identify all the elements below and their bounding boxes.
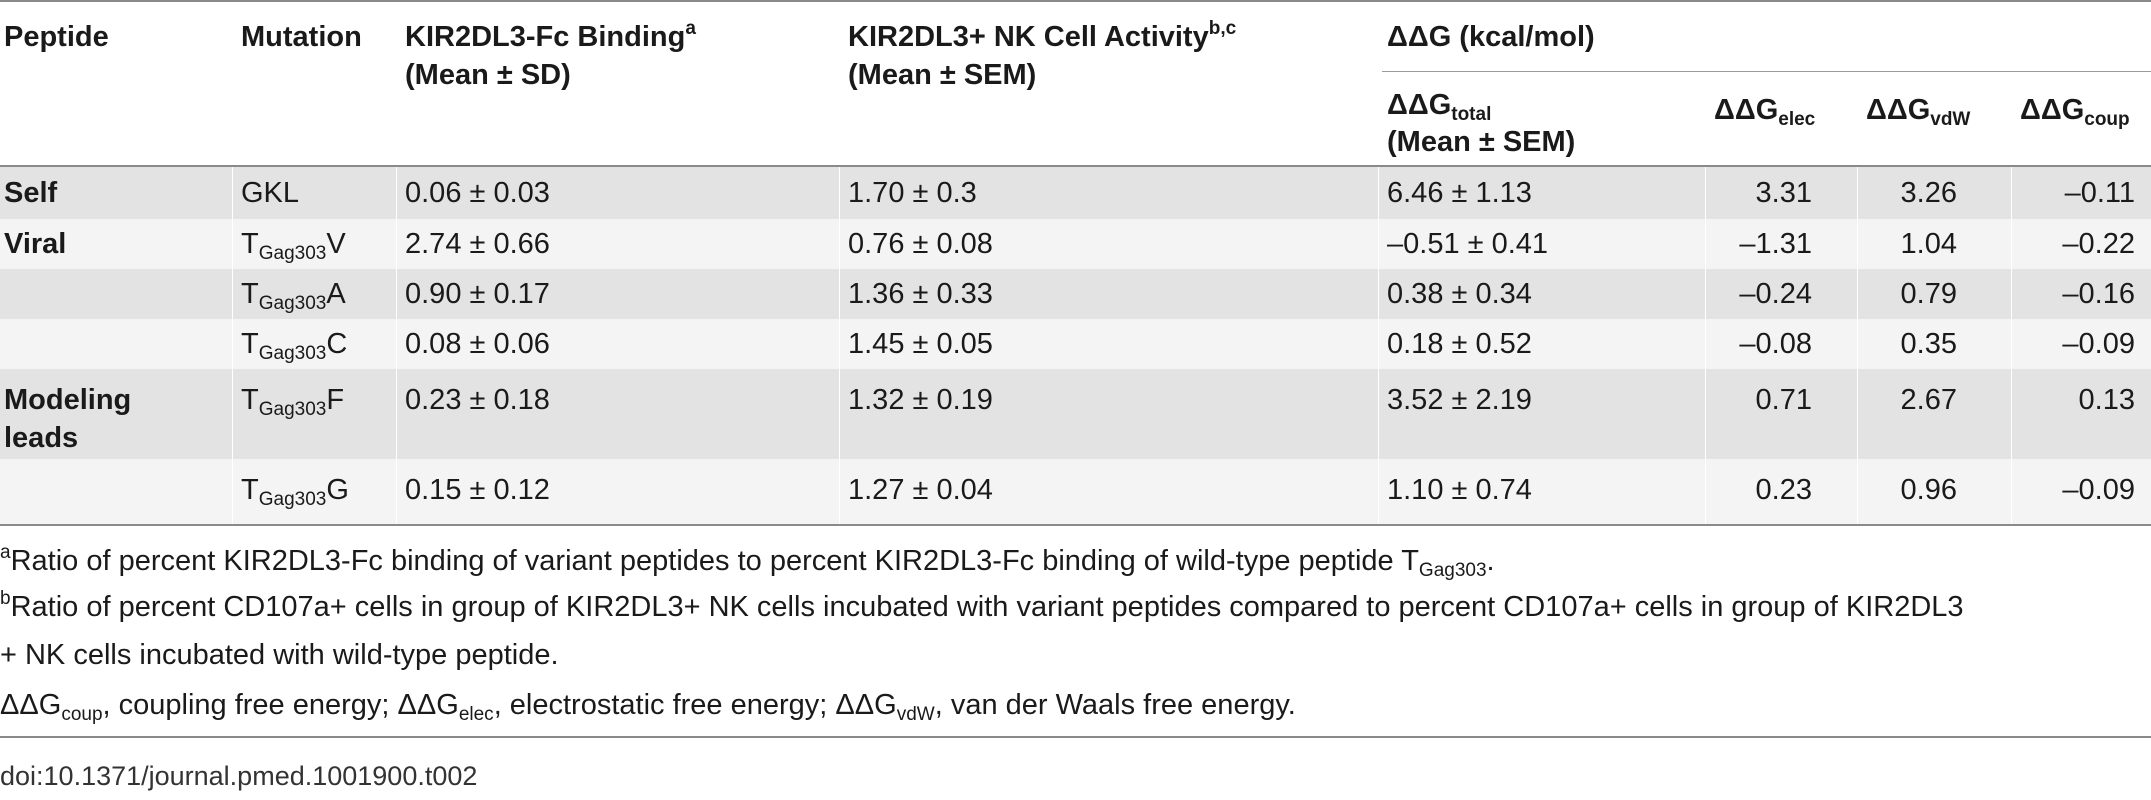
row-activity: 1.70 ± 0.3 <box>848 177 977 209</box>
row-mutation: TGag303C <box>241 328 348 364</box>
row-ddg-elec: –1.31 <box>1739 228 1812 260</box>
row-ddg-vdw: 0.79 <box>1900 278 1957 310</box>
row-ddg-vdw: 3.26 <box>1900 177 1957 209</box>
row-ddg-total: 3.52 ± 2.19 <box>1387 384 1532 416</box>
row-ddg-vdw: 0.96 <box>1900 474 1957 506</box>
row-ddg-coup: –0.09 <box>2062 328 2135 360</box>
row-binding: 0.90 ± 0.17 <box>405 278 550 310</box>
row-binding: 0.08 ± 0.06 <box>405 328 550 360</box>
header-ddg-vdw: ΔΔGvdW <box>1866 94 1971 130</box>
row-binding: 2.74 ± 0.66 <box>405 228 550 260</box>
footnote-a: aRatio of percent KIR2DL3-Fc binding of … <box>0 542 1495 581</box>
row-ddg-elec: 3.31 <box>1755 177 1812 209</box>
row-ddg-vdw: 0.35 <box>1900 328 1957 360</box>
row-ddg-elec: 0.23 <box>1755 474 1812 506</box>
table-row: TGag303C 0.08 ± 0.06 1.45 ± 0.05 0.18 ± … <box>0 319 2151 369</box>
header-mutation: Mutation <box>241 21 362 53</box>
row-ddg-total: 6.46 ± 1.13 <box>1387 177 1532 209</box>
row-binding: 0.15 ± 0.12 <box>405 474 550 506</box>
doi-rule <box>0 736 2151 738</box>
row-ddg-coup: –0.09 <box>2062 474 2135 506</box>
bottom-rule <box>0 524 2151 526</box>
column-separator <box>839 167 840 524</box>
row-group: Self <box>4 177 58 209</box>
row-ddg-total: 1.10 ± 0.74 <box>1387 474 1532 506</box>
row-mutation: TGag303F <box>241 384 345 420</box>
row-ddg-total: 0.38 ± 0.34 <box>1387 278 1532 310</box>
row-group: Modeling <box>4 384 132 416</box>
row-ddg-coup: –0.11 <box>2064 177 2135 209</box>
column-separator <box>1857 167 1858 524</box>
row-ddg-vdw: 1.04 <box>1900 228 1957 260</box>
row-binding: 0.23 ± 0.18 <box>405 384 550 416</box>
row-ddg-coup: –0.22 <box>2062 228 2135 260</box>
row-activity: 1.27 ± 0.04 <box>848 474 993 506</box>
header-peptide: Peptide <box>4 21 109 53</box>
row-ddg-elec: 0.71 <box>1755 384 1812 416</box>
header-activity: KIR2DL3+ NK Cell Activityb,c <box>848 18 1237 53</box>
row-ddg-coup: 0.13 <box>2078 384 2135 416</box>
column-separator <box>396 167 397 524</box>
row-ddg-coup: –0.16 <box>2062 278 2135 310</box>
table-row: TGag303G 0.15 ± 0.12 1.27 ± 0.04 1.10 ± … <box>0 459 2151 524</box>
row-mutation: TGag303V <box>241 228 346 264</box>
row-group: Viral <box>4 228 67 260</box>
column-separator <box>2011 167 2012 524</box>
column-separator <box>1705 167 1706 524</box>
row-mutation: TGag303A <box>241 278 346 314</box>
row-ddg-elec: –0.08 <box>1739 328 1812 360</box>
row-activity: 1.45 ± 0.05 <box>848 328 993 360</box>
row-ddg-vdw: 2.67 <box>1900 384 1957 416</box>
row-group-line2: leads <box>4 422 79 454</box>
table-row: Modeling leads TGag303F 0.23 ± 0.18 1.32… <box>0 369 2151 459</box>
header-binding: KIR2DL3-Fc Bindinga <box>405 18 696 53</box>
header-ddg-total-note: (Mean ± SEM) <box>1387 126 1576 158</box>
header-ddg-coup: ΔΔGcoup <box>2020 94 2130 130</box>
footnote-b: bRatio of percent CD107a+ cells in group… <box>0 588 1964 623</box>
row-mutation: TGag303G <box>241 474 349 510</box>
row-binding: 0.06 ± 0.03 <box>405 177 550 209</box>
column-separator <box>1378 167 1379 524</box>
top-rule <box>0 0 2151 2</box>
header-ddg-total: ΔΔGtotal <box>1387 89 1492 125</box>
row-mutation: GKL <box>241 177 300 209</box>
table-row: TGag303A 0.90 ± 0.17 1.36 ± 0.33 0.38 ± … <box>0 269 2151 319</box>
header-binding-note: (Mean ± SD) <box>405 59 571 91</box>
table-row: Viral TGag303V 2.74 ± 0.66 0.76 ± 0.08 –… <box>0 219 2151 269</box>
table-row: Self GKL 0.06 ± 0.03 1.70 ± 0.3 6.46 ± 1… <box>0 167 2151 219</box>
column-separator <box>232 167 233 524</box>
row-ddg-total: –0.51 ± 0.41 <box>1387 228 1549 260</box>
footnote-abbreviations: ΔΔGcoup, coupling free energy; ΔΔGelec, … <box>0 689 1296 725</box>
row-activity: 0.76 ± 0.08 <box>848 228 993 260</box>
row-ddg-total: 0.18 ± 0.52 <box>1387 328 1532 360</box>
footnote-b-line2: + NK cells incubated with wild-type pept… <box>0 639 559 671</box>
subheader-rule <box>1382 71 2151 72</box>
header-ddg-group: ΔΔG (kcal/mol) <box>1387 21 1595 53</box>
row-activity: 1.36 ± 0.33 <box>848 278 993 310</box>
header-ddg-elec: ΔΔGelec <box>1714 94 1816 130</box>
header-rule <box>0 165 2151 167</box>
doi-text: doi:10.1371/journal.pmed.1001900.t002 <box>0 761 478 791</box>
header-activity-note: (Mean ± SEM) <box>848 59 1037 91</box>
row-activity: 1.32 ± 0.19 <box>848 384 993 416</box>
row-ddg-elec: –0.24 <box>1739 278 1812 310</box>
